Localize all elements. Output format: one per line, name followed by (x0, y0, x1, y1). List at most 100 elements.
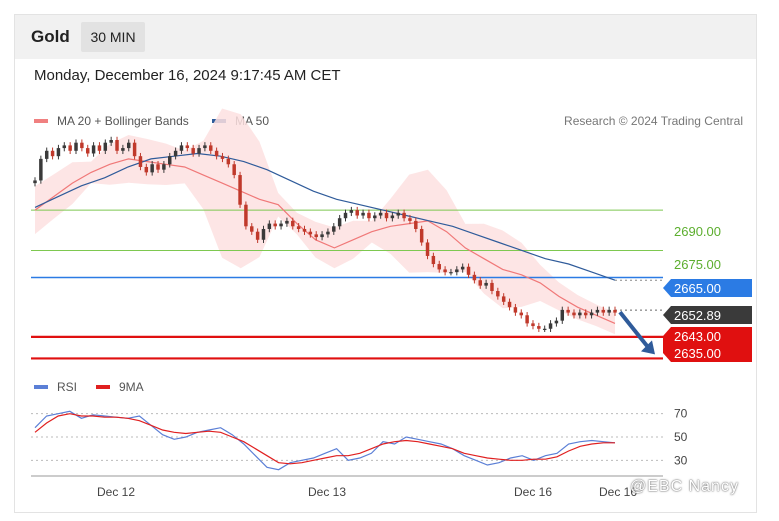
candle-body (513, 307, 518, 313)
candle-body (525, 315, 529, 324)
candle-body (191, 148, 195, 154)
candle-body (560, 309, 565, 321)
candle-body (431, 255, 436, 265)
timeframe-button[interactable]: 30 MIN (81, 22, 145, 52)
candle-body (138, 156, 143, 167)
copyright-text: Research © 2024 Trading Central (564, 114, 743, 128)
level-label-2643: 2643.00 (674, 329, 721, 344)
candle-body (443, 269, 447, 273)
candle-body (97, 145, 102, 151)
rsi-line (34, 410, 616, 471)
candle-body (507, 301, 512, 308)
candle-body (466, 266, 471, 275)
candle-body (132, 142, 137, 157)
timestamp: Monday, December 16, 2024 9:17:45 AM CET (34, 67, 341, 84)
candle-body (185, 145, 190, 149)
x-tick-dec16: Dec 16 (514, 485, 552, 499)
candle-body (548, 323, 553, 329)
candle-body (578, 312, 582, 316)
candle-body (121, 148, 125, 151)
level-label-2652: 2652.89 (674, 308, 721, 323)
ma20-legend-label: MA 20 + Bollinger Bands (57, 114, 189, 128)
candle-body (126, 142, 131, 149)
candle-body (425, 242, 430, 256)
candle-body (115, 140, 119, 151)
candle-body (302, 228, 307, 232)
level-labels: 2690.00 2675.00 2665.00 2652.89 2643.00 … (663, 224, 752, 362)
candle-body (595, 309, 600, 313)
candle-body (449, 272, 453, 274)
candle-body (56, 148, 61, 157)
candle-body (314, 234, 318, 238)
candle-body (250, 226, 254, 232)
candle-body (607, 309, 611, 313)
candle-body (484, 282, 488, 286)
candle-body (455, 269, 459, 273)
rsi-tick-label-30: 30 (674, 453, 688, 467)
label-bg-2652 (663, 306, 752, 324)
candle-body (144, 166, 149, 173)
bollinger-band (35, 108, 615, 335)
candle-body (33, 180, 37, 184)
ma20-legend-swatch (34, 119, 48, 123)
x-tick-dec16-partial: Dec 16 (599, 485, 637, 499)
candle-body (109, 140, 113, 143)
candle-body (396, 212, 400, 216)
candle-body (519, 312, 524, 316)
candle-body (542, 328, 547, 330)
header-bar: Gold 30 MIN (15, 15, 756, 59)
candle-body (279, 223, 283, 227)
candle-body (501, 296, 506, 302)
x-tick-dec13: Dec 13 (308, 485, 346, 499)
watermark-text: @EBC Nancy (630, 478, 739, 495)
candle-body (478, 280, 482, 286)
rsi-9ma-line (34, 413, 615, 465)
candle-body (80, 142, 84, 149)
candle-body (261, 228, 266, 240)
label-bg-support (663, 327, 752, 362)
candle-body (583, 312, 588, 316)
x-tick-dec12: Dec 12 (97, 485, 135, 499)
candle-body (238, 175, 242, 205)
candle-body (601, 309, 606, 313)
candle-body (378, 212, 383, 216)
candle-body (291, 220, 295, 227)
candle-body (589, 312, 594, 316)
candle-body (408, 218, 412, 221)
forecast-arrow-shaft (618, 310, 651, 350)
candle-body (613, 309, 617, 313)
candle-body (332, 226, 336, 232)
candle-body (179, 145, 184, 151)
candle-body (103, 142, 108, 151)
candle-body (232, 164, 236, 176)
candle-body (373, 215, 377, 219)
candle-body (68, 145, 72, 151)
candle-body (460, 266, 465, 270)
ma20-line (34, 158, 616, 324)
candle-body (572, 312, 576, 316)
candle-body (285, 220, 289, 224)
candle-body (437, 264, 441, 270)
candle-body (496, 291, 500, 297)
candle-body (361, 212, 365, 216)
9ma-legend-swatch (96, 385, 110, 389)
candle-body (50, 150, 55, 157)
candle-body (44, 150, 49, 159)
candle-body (472, 274, 477, 281)
candle-body (355, 210, 359, 216)
candle-body (367, 212, 371, 219)
asset-name: Gold (31, 27, 70, 46)
candle-body (390, 215, 395, 219)
level-label-2635: 2635.00 (674, 346, 721, 361)
rsi-legend-label: RSI (57, 380, 77, 394)
candle-body (214, 150, 219, 157)
candle-body (320, 234, 324, 238)
rsi-tick-label-70: 70 (674, 407, 688, 421)
candle-body (168, 156, 172, 165)
rsi-legend: RSI 9MA (34, 380, 144, 394)
forecast-arrow-head (641, 340, 655, 355)
candle-body (203, 145, 207, 149)
candle-body (326, 231, 330, 235)
candle-body (384, 212, 389, 219)
chart-widget: Gold 30 MIN Monday, December 16, 2024 9:… (14, 14, 757, 513)
